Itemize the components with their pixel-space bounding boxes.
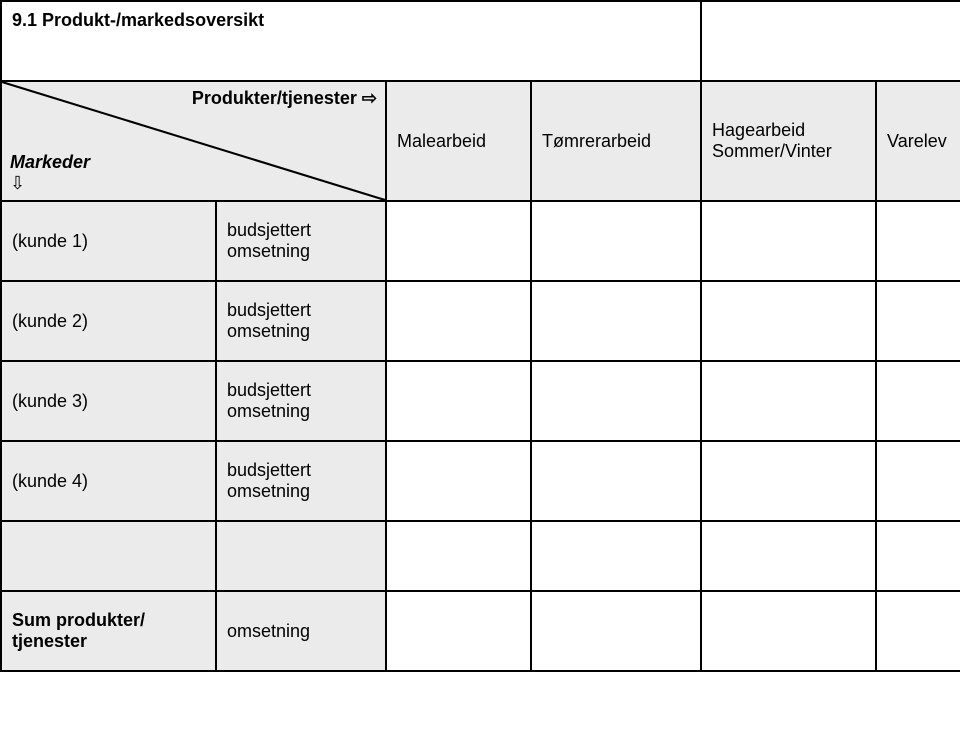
cell-3-0 — [386, 441, 531, 521]
data-row-3: (kunde 4) budsjettert omsetning — [1, 441, 960, 521]
cell-2-3 — [876, 361, 960, 441]
products-header: Produkter/tjenester ⇨ — [192, 88, 377, 109]
spacer-cell-2 — [701, 521, 876, 591]
cell-3-3 — [876, 441, 960, 521]
cell-0-2 — [701, 201, 876, 281]
cell-3-1 — [531, 441, 701, 521]
row-label-0: (kunde 1) — [1, 201, 216, 281]
cell-2-0 — [386, 361, 531, 441]
markets-label: Markeder — [10, 152, 90, 172]
col-header-0: Malearbeid — [386, 81, 531, 201]
spacer-cell-0 — [386, 521, 531, 591]
cell-3-2 — [701, 441, 876, 521]
data-row-2: (kunde 3) budsjettert omsetning — [1, 361, 960, 441]
data-row-1: (kunde 2) budsjettert omsetning — [1, 281, 960, 361]
sum-cell-1 — [531, 591, 701, 671]
data-row-0: (kunde 1) budsjettert omsetning — [1, 201, 960, 281]
cell-1-0 — [386, 281, 531, 361]
row-sub-1: budsjettert omsetning — [216, 281, 386, 361]
row-sub-3: budsjettert omsetning — [216, 441, 386, 521]
col-header-1: Tømrerarbeid — [531, 81, 701, 201]
row-sub-2: budsjettert omsetning — [216, 361, 386, 441]
sum-row: Sum produkter/ tjenester omsetning — [1, 591, 960, 671]
spacer-cell-1 — [531, 521, 701, 591]
title-row: 9.1 Produkt-/markedsoversikt — [1, 1, 960, 81]
col-header-3: Varelev — [876, 81, 960, 201]
spacer-cell-3 — [876, 521, 960, 591]
cell-2-1 — [531, 361, 701, 441]
sum-cell-2 — [701, 591, 876, 671]
sum-sub: omsetning — [216, 591, 386, 671]
row-label-1: (kunde 2) — [1, 281, 216, 361]
cell-1-3 — [876, 281, 960, 361]
spacer-0 — [1, 521, 216, 591]
cell-0-3 — [876, 201, 960, 281]
title-spacer — [701, 1, 960, 81]
sum-label: Sum produkter/ tjenester — [1, 591, 216, 671]
row-sub-0: budsjettert omsetning — [216, 201, 386, 281]
cell-0-1 — [531, 201, 701, 281]
row-label-3: (kunde 4) — [1, 441, 216, 521]
cell-2-2 — [701, 361, 876, 441]
sum-cell-3 — [876, 591, 960, 671]
sum-cell-0 — [386, 591, 531, 671]
cell-0-0 — [386, 201, 531, 281]
product-market-table: 9.1 Produkt-/markedsoversikt Produkter/t… — [0, 0, 960, 672]
row-label-2: (kunde 3) — [1, 361, 216, 441]
section-title: 9.1 Produkt-/markedsoversikt — [1, 1, 701, 81]
cell-1-1 — [531, 281, 701, 361]
spacer-1 — [216, 521, 386, 591]
cell-1-2 — [701, 281, 876, 361]
markets-header-cell: Produkter/tjenester ⇨ Markeder ⇩ — [1, 81, 386, 201]
down-arrow-icon: ⇩ — [10, 173, 25, 193]
spacer-row — [1, 521, 960, 591]
col-header-2: Hagearbeid Sommer/Vinter — [701, 81, 876, 201]
